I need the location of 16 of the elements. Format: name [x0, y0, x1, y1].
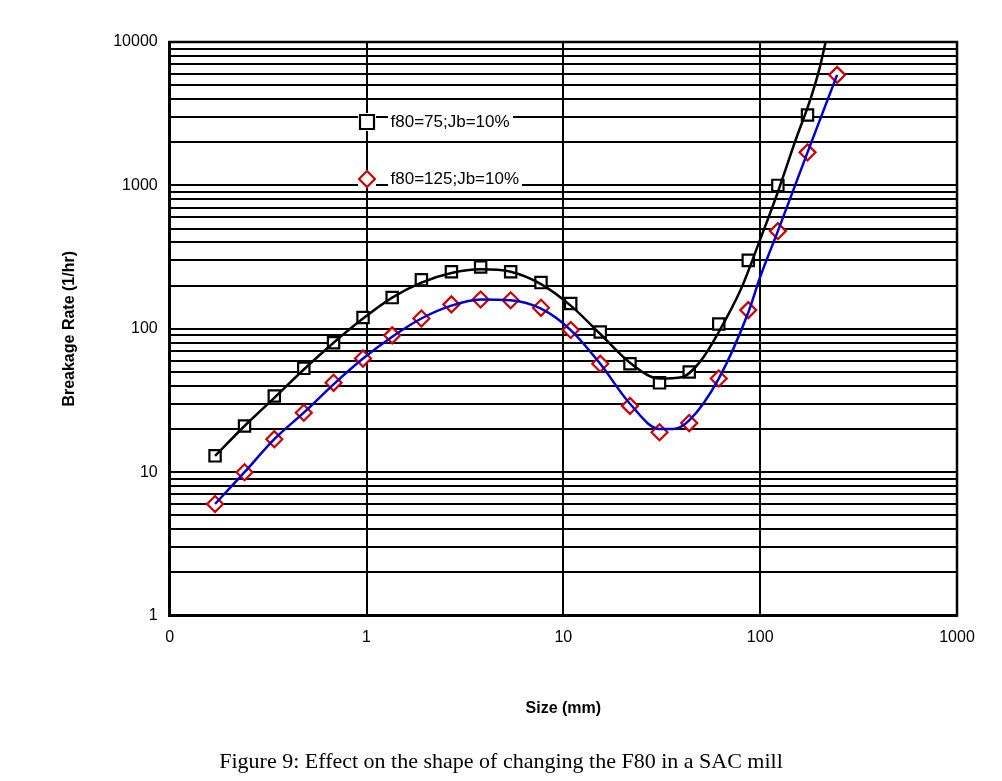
y-tick-label: 10000 — [113, 32, 158, 50]
y-tick-label: 10 — [139, 462, 158, 480]
y-tick-label: 1 — [148, 606, 158, 624]
x-axis-title: Size (mm) — [525, 698, 602, 716]
legend-label: f80=125;Jb=10% — [387, 168, 523, 189]
x-tick-label: 0 — [165, 627, 175, 645]
y-axis-title: Breakage Rate (1/hr) — [60, 250, 78, 407]
y-tick-label: 1000 — [122, 175, 158, 193]
x-tick-label: 1 — [362, 627, 372, 645]
x-tick-label: 100 — [746, 627, 774, 645]
y-tick-label: 100 — [130, 319, 158, 337]
point — [205, 494, 225, 514]
legend-label: f80=75;Jb=10% — [387, 111, 513, 132]
x-tick-label: 1000 — [939, 627, 975, 645]
x-tick-label: 10 — [554, 627, 573, 645]
caption: Figure 9: Effect on the shape of changing the F80 in a SAC mill — [218, 748, 784, 774]
